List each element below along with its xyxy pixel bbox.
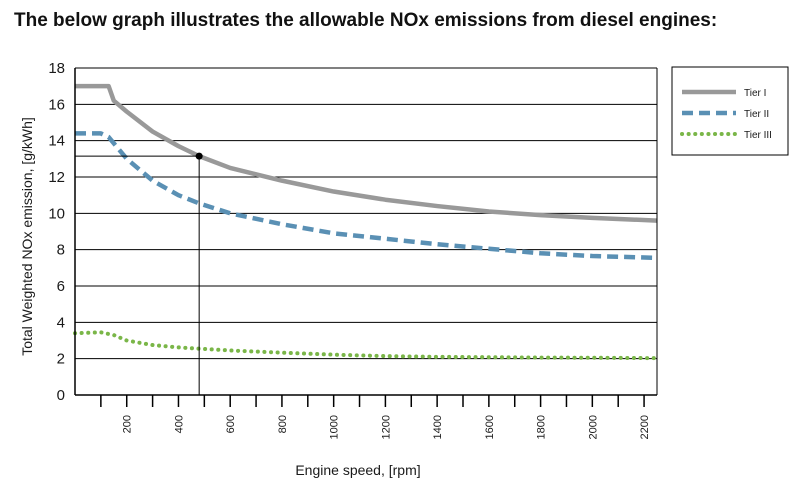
x-tick-label: 1000 [329,415,341,439]
x-tick-label: 600 [225,415,237,433]
x-tick-label: 1200 [380,415,392,439]
y-tick-label: 4 [57,314,65,331]
x-tick-label: 2200 [639,415,651,439]
x-tick-label: 1800 [536,415,548,439]
y-tick-label: 10 [48,205,65,222]
y-tick-label: 2 [57,351,65,368]
y-tick-label: 14 [48,133,65,150]
x-tick-label: 200 [122,415,134,433]
y-tick-label: 8 [57,242,65,259]
x-tick-label: 2000 [587,415,599,439]
x-tick-label: 1400 [432,415,444,439]
x-tick-label: 400 [173,415,185,433]
series-line-1 [75,83,658,223]
series-line-2 [75,131,658,261]
legend-label-2: Tier II [744,109,769,120]
x-axis-label: Engine speed, [rpm] [295,462,420,478]
y-axis-label: Total Weighted NOx emission, [g/kWh] [19,117,35,356]
y-tick-label: 0 [57,387,65,404]
legend-label-3: Tier III [744,130,772,141]
page-title: The below graph illustrates the allowabl… [14,10,718,31]
y-tick-label: 12 [48,169,65,186]
y-tick-label: 18 [48,60,65,77]
legend-label-1: Tier I [744,88,766,99]
series-line-3 [73,330,659,361]
y-tick-label: 6 [57,278,65,295]
x-tick-label: 1600 [484,415,496,439]
x-tick-label: 800 [277,415,289,433]
y-tick-label: 16 [48,96,65,113]
crosshair-point-marker [195,152,203,160]
